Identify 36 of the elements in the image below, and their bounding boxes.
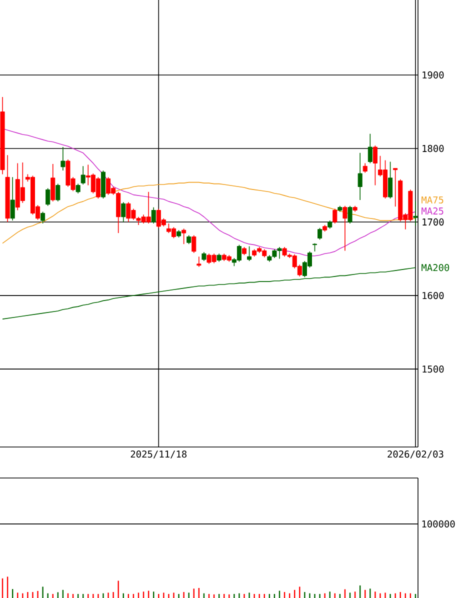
candlestick bbox=[50, 164, 56, 202]
series-label: MA25 bbox=[422, 207, 444, 215]
series-label: MA200 bbox=[422, 264, 450, 272]
x-tick-label: 2026/02/03 bbox=[388, 450, 444, 458]
candlestick bbox=[368, 133, 372, 164]
y-tick-label: 1900 bbox=[422, 71, 444, 79]
candlestick bbox=[372, 145, 378, 186]
candlestick bbox=[196, 256, 202, 268]
candlestick bbox=[182, 228, 186, 244]
x-tick-label: 2025/11/18 bbox=[130, 450, 187, 458]
candlestick bbox=[332, 208, 338, 224]
candlestick bbox=[56, 183, 60, 202]
series-label: MA75 bbox=[422, 196, 444, 204]
candlestick bbox=[358, 152, 362, 200]
candlestick bbox=[348, 205, 352, 224]
y-tick-label: 1600 bbox=[422, 292, 444, 300]
candlestick bbox=[413, 201, 418, 226]
y-tick-label: 1700 bbox=[422, 218, 444, 226]
candlestick bbox=[362, 162, 368, 174]
y-tick-label: 1500 bbox=[422, 365, 444, 373]
candlestick bbox=[121, 202, 126, 222]
candlestick bbox=[46, 188, 50, 206]
candlestick bbox=[318, 228, 322, 240]
candlestick bbox=[192, 234, 196, 254]
candlestick bbox=[151, 206, 156, 224]
candlestick bbox=[40, 211, 46, 224]
text: 100000 bbox=[422, 520, 455, 528]
y-tick-label: 1800 bbox=[422, 144, 444, 152]
candlestick bbox=[342, 205, 348, 252]
candlestick bbox=[393, 168, 398, 207]
candlestick bbox=[76, 183, 80, 194]
candlestick bbox=[247, 246, 252, 262]
candlestick bbox=[388, 161, 393, 199]
candlestick bbox=[80, 166, 86, 185]
candlestick bbox=[10, 176, 15, 221]
candlestick bbox=[60, 146, 66, 171]
